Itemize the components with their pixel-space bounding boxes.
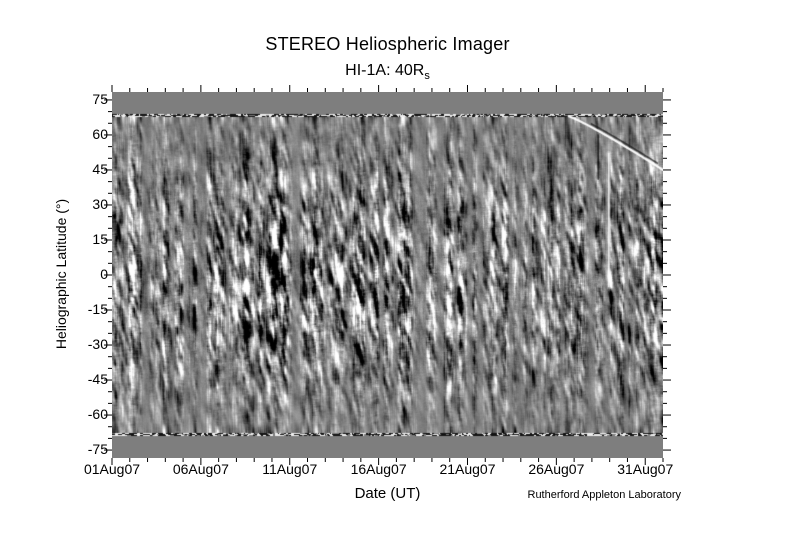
chart-title: STEREO Heliospheric Imager xyxy=(265,34,510,54)
y-tick-label: -45 xyxy=(87,371,108,388)
chart-subtitle-subscript: s xyxy=(424,70,430,83)
chart-subtitle: HI-1A: 40Rs xyxy=(112,62,663,82)
y-tick-label: -15 xyxy=(87,301,108,317)
y-tick-label: -60 xyxy=(87,406,108,423)
y-tick-label: -30 xyxy=(87,336,108,353)
x-tick-label: 21Aug07 xyxy=(439,461,496,477)
credit-text: Rutherford Appleton Laboratory xyxy=(527,489,682,501)
y-tick-label: -75 xyxy=(87,441,108,458)
x-tick-label: 06Aug07 xyxy=(172,461,229,477)
x-tick-label: 26Aug07 xyxy=(528,461,585,477)
y-tick-label: 30 xyxy=(92,195,108,212)
x-tick-label: 16Aug07 xyxy=(350,461,407,477)
x-tick-label: 31Aug07 xyxy=(617,461,674,477)
heatmap-image xyxy=(112,92,663,458)
y-tick-label: 0 xyxy=(100,266,108,282)
x-tick-label: 11Aug07 xyxy=(262,461,318,477)
x-tick-label: 01Aug07 xyxy=(83,461,141,477)
y-tick-label: 60 xyxy=(92,125,108,142)
y-tick-label: 75 xyxy=(92,90,108,107)
x-axis-title: Date (UT) xyxy=(354,485,421,502)
y-tick-label: 45 xyxy=(92,160,108,177)
chart-subtitle-text: HI-1A: 40R xyxy=(345,62,425,79)
y-tick-label: 15 xyxy=(92,230,108,247)
